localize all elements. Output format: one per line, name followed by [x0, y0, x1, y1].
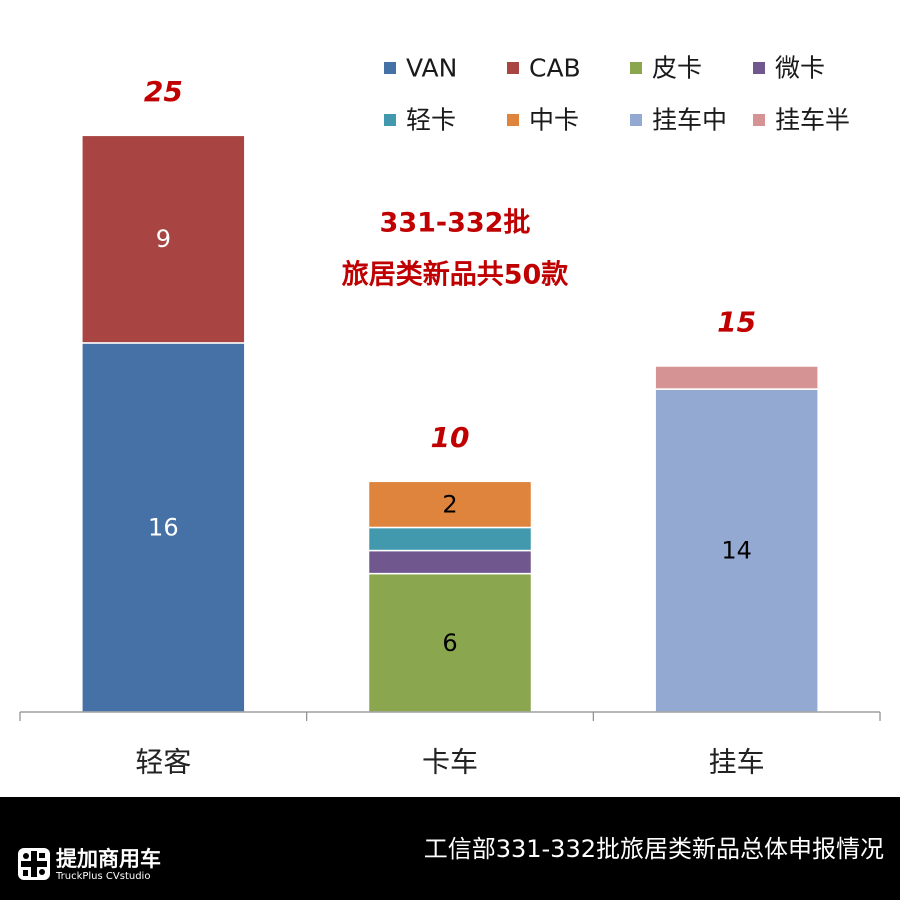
legend-swatch-7: [753, 114, 765, 126]
bar-segment-cat0-series1: [81, 134, 246, 344]
x-axis: 轻客 卡车 挂车: [19, 711, 881, 779]
legend-swatch-4: [384, 114, 396, 126]
brand-name: 提加商用车: [56, 847, 161, 871]
annotation-line-2: 旅居类新品共50款: [342, 259, 570, 291]
legend-label-7: 挂车半: [775, 106, 850, 135]
brand-logo-icon: [18, 848, 50, 880]
bar-segment-cat1-series4: [367, 526, 533, 552]
x-tick-label-1: 卡车: [422, 746, 478, 779]
footer-bar: 提加商用车 TruckPlus CVstudio 工信部331-332批旅居类新…: [0, 797, 900, 900]
legend-swatch-1: [507, 62, 519, 74]
legend-item-2: 皮卡: [630, 54, 702, 83]
legend-label-1: CAB: [529, 54, 581, 83]
legend-swatch-3: [753, 62, 765, 74]
data-label-cat0-series1: 9: [156, 225, 171, 253]
x-tick-label-2: 挂车: [709, 746, 765, 779]
legend-label-2: 皮卡: [652, 54, 702, 83]
legend-item-0: VAN: [384, 54, 457, 83]
data-label-cat1-series2: 6: [442, 629, 457, 657]
chart-area: VAN CAB 皮卡 微卡轻卡 中卡 挂车中 挂车半 轻客 卡车 挂车 16 9 6 2 14 25 10…: [19, 53, 881, 779]
legend-swatch-6: [630, 114, 642, 126]
bar-segment-cat1-series5: [367, 480, 533, 529]
bar-segment-cat2-series6: [654, 388, 819, 713]
total-label-2: 15: [717, 306, 756, 339]
data-labels-group: 16 9 6 2 14: [148, 225, 752, 657]
legend-item-1: CAB: [507, 54, 581, 83]
total-label-0: 25: [144, 75, 183, 108]
legend-item-7: 挂车半: [753, 106, 850, 135]
x-tick-label-0: 轻客: [135, 746, 191, 779]
data-label-cat0-series0: 16: [148, 513, 179, 541]
data-label-cat2-series6: 14: [721, 537, 752, 565]
annotation-line-1: 331-332批: [380, 208, 531, 239]
legend-swatch-0: [384, 62, 396, 74]
brand-subtitle: TruckPlus CVstudio: [56, 871, 151, 882]
bars-group: [81, 134, 819, 713]
total-label-1: 10: [431, 421, 470, 454]
legend-swatch-5: [507, 114, 519, 126]
legend-label-4: 轻卡: [406, 106, 456, 135]
footer-caption: 工信部331-332批旅居类新品总体申报情况: [423, 835, 884, 863]
legend-item-5: 中卡: [507, 106, 579, 135]
legend-label-0: VAN: [406, 54, 457, 83]
bar-segment-cat0-series0: [81, 342, 246, 713]
legend-item-6: 挂车中: [630, 106, 727, 135]
legend-swatch-2: [630, 62, 642, 74]
bar-segment-cat2-series7: [654, 365, 819, 390]
total-labels-group: 25 10 15: [144, 75, 756, 454]
legend-item-3: 微卡: [753, 54, 825, 83]
data-label-cat1-series5: 2: [442, 490, 457, 518]
legend-label-5: 中卡: [529, 106, 579, 135]
bar-segment-cat1-series3: [367, 549, 533, 575]
legend-label-3: 微卡: [775, 54, 825, 83]
legend-item-4: 轻卡: [384, 106, 456, 135]
legend-label-6: 挂车中: [652, 106, 727, 135]
